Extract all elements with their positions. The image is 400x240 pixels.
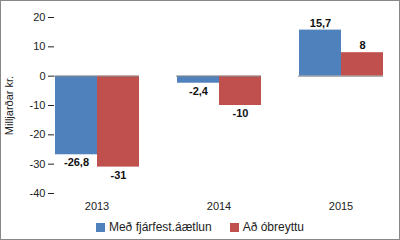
svg-text:-10: -10 xyxy=(233,107,249,119)
svg-text:2013: 2013 xyxy=(85,200,109,212)
svg-text:-10: -10 xyxy=(30,99,46,111)
html-text:Að óbreyttu: Að óbreyttu xyxy=(242,220,304,234)
svg-text:15,7: 15,7 xyxy=(310,17,331,29)
svg-text:20: 20 xyxy=(33,11,45,23)
svg-text:2015: 2015 xyxy=(329,200,353,212)
svg-text:-30: -30 xyxy=(30,158,46,170)
svg-text:10: 10 xyxy=(33,40,45,52)
svg-text:-20: -20 xyxy=(30,128,46,140)
svg-text:-40: -40 xyxy=(30,187,46,199)
html-text:Með fjárfest.áætlun: Með fjárfest.áætlun xyxy=(109,220,212,234)
svg-text:-26,8: -26,8 xyxy=(64,156,89,168)
svg-text:8: 8 xyxy=(359,39,365,51)
svg-text:-31: -31 xyxy=(111,169,127,181)
svg-text:2014: 2014 xyxy=(207,200,231,212)
svg-text:-2,4: -2,4 xyxy=(189,85,209,97)
svg-text:0: 0 xyxy=(39,70,45,82)
svg-text:Milljarðar kr.: Milljarðar kr. xyxy=(3,76,15,135)
